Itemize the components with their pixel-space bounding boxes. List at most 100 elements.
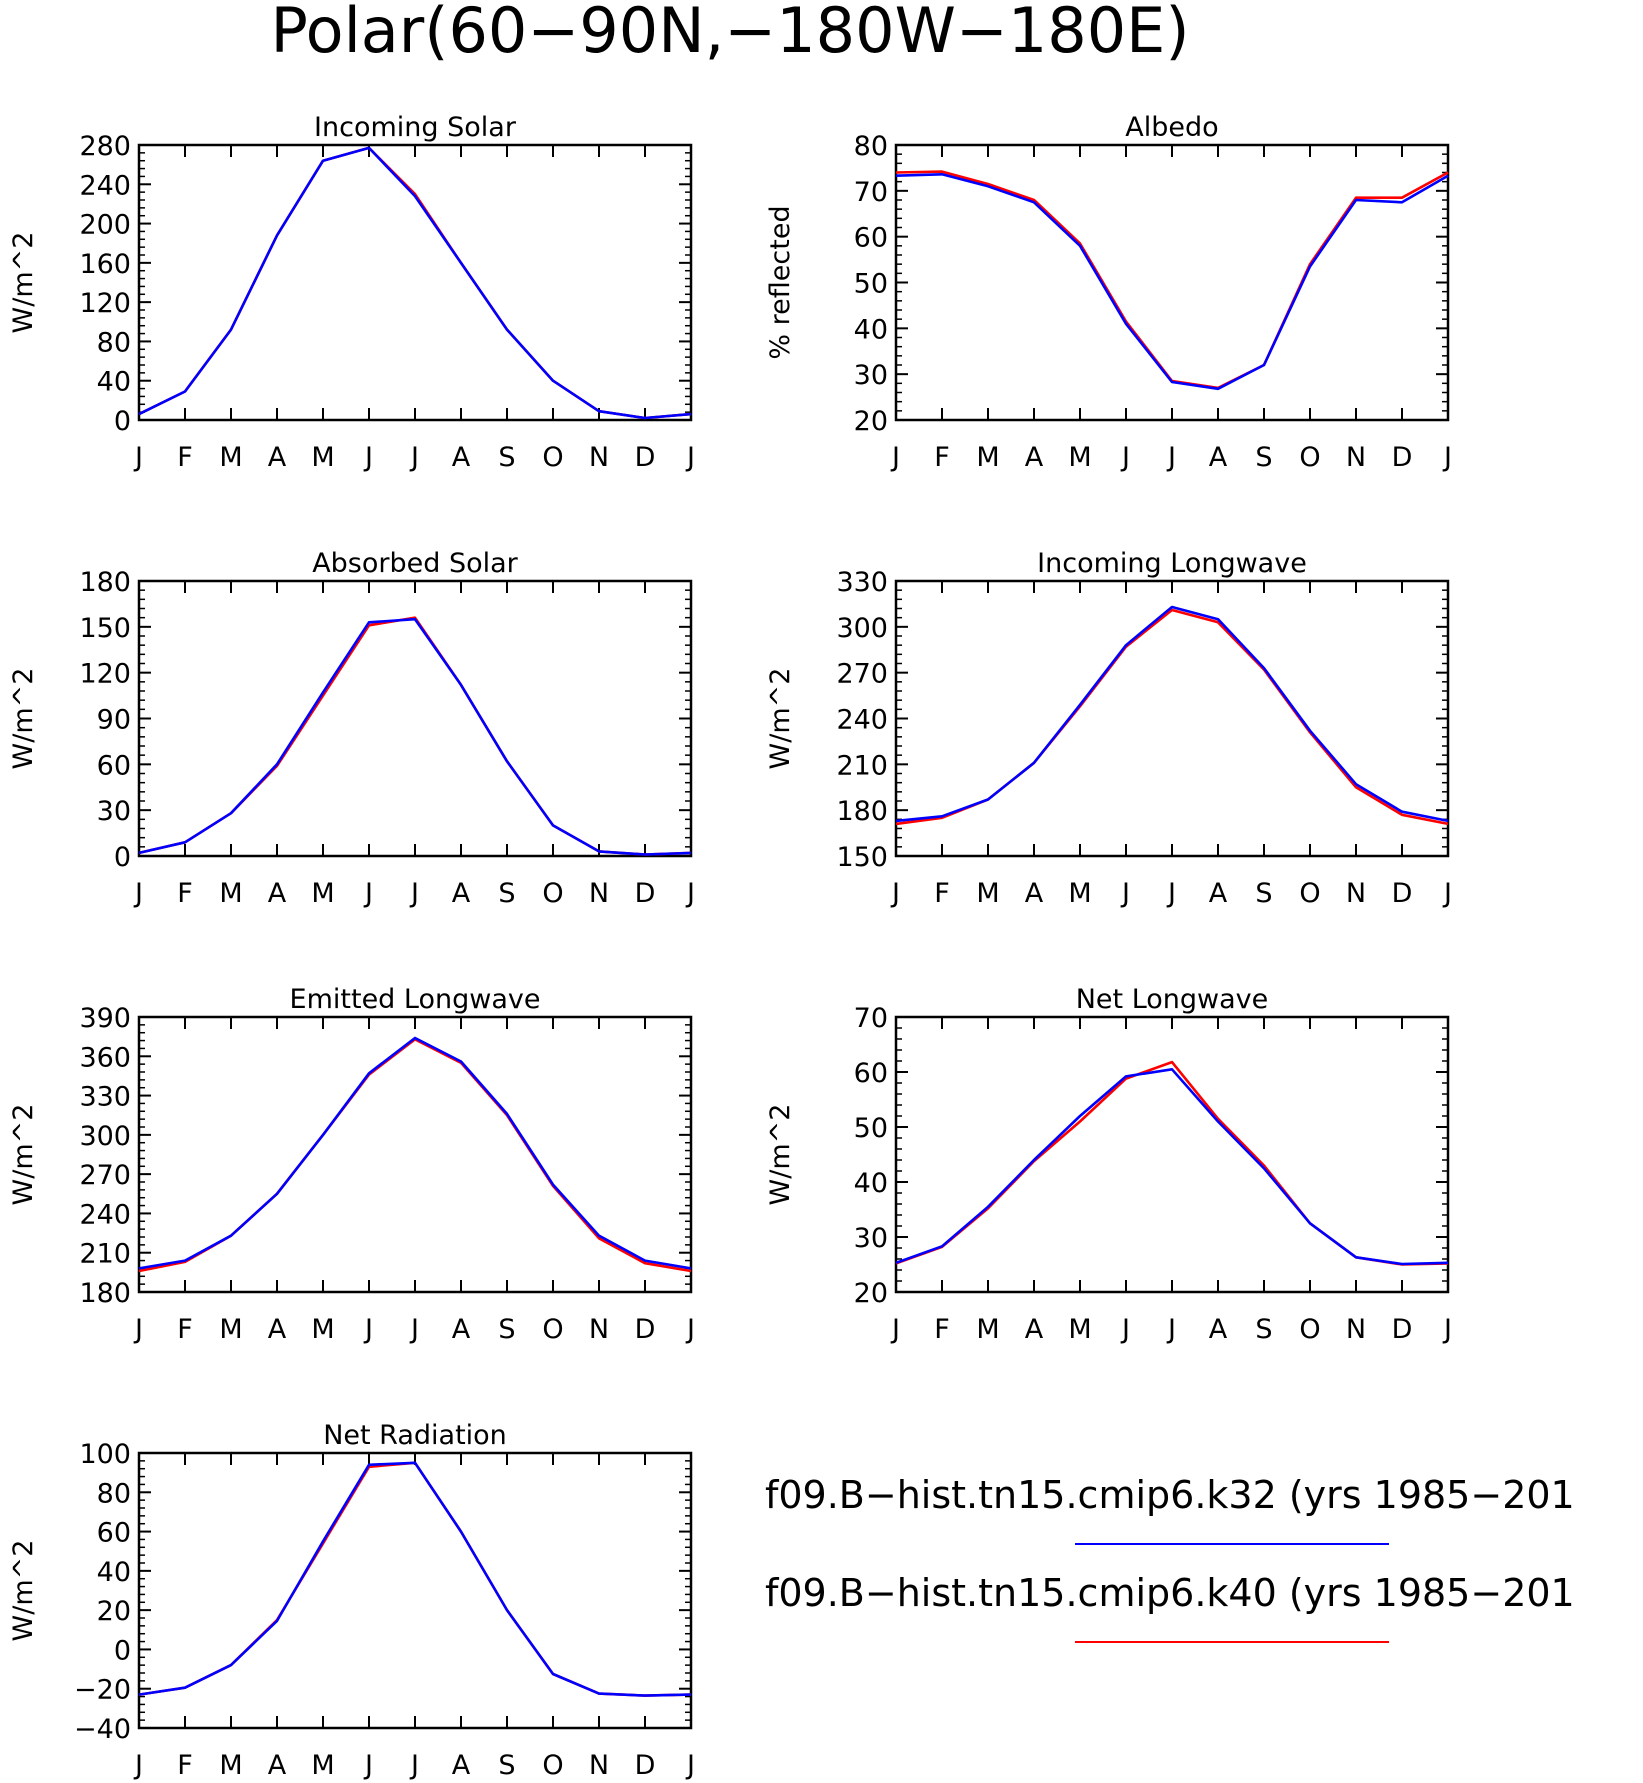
y-axis-label: W/m^2 — [8, 1540, 39, 1642]
x-tick-label: J — [890, 442, 900, 473]
plot-frame — [894, 579, 1450, 858]
y-tick-label: 20 — [97, 1596, 131, 1627]
x-tick-label: J — [409, 878, 419, 909]
plot-frame — [137, 1451, 693, 1730]
x-tick-label: J — [685, 878, 695, 909]
x-tick-label: M — [976, 442, 999, 473]
y-axis-label: % reflected — [765, 205, 796, 359]
y-tick-label: 100 — [79, 1439, 131, 1470]
x-tick-label: O — [542, 1314, 563, 1345]
x-tick-label: A — [1209, 1314, 1228, 1345]
x-tick-label: S — [498, 442, 515, 473]
y-tick-label: 210 — [836, 750, 888, 781]
x-tick-label: O — [542, 442, 563, 473]
y-tick-label: 50 — [854, 269, 888, 300]
y-tick-label: 20 — [854, 406, 888, 437]
y-tick-label: 30 — [854, 1223, 888, 1254]
x-tick-label: A — [452, 878, 471, 909]
chart-title: Net Longwave — [1076, 984, 1269, 1015]
x-tick-label: A — [452, 1750, 471, 1781]
y-tick-label: 0 — [114, 406, 131, 437]
series-line-k40 — [138, 146, 692, 420]
x-tick-label: F — [934, 878, 950, 909]
x-tick-label: M — [219, 442, 242, 473]
x-tick-label: O — [1299, 442, 1320, 473]
y-tick-label: 0 — [114, 842, 131, 873]
x-tick-label: A — [1025, 878, 1044, 909]
y-tick-label: 240 — [79, 170, 131, 201]
y-tick-label: 30 — [854, 360, 888, 391]
x-tick-label: M — [976, 878, 999, 909]
y-tick-label: 40 — [97, 1557, 131, 1588]
x-tick-label: A — [268, 1750, 287, 1781]
y-tick-label: 280 — [79, 131, 131, 162]
x-tick-label: M — [311, 442, 334, 473]
y-tick-label: −20 — [74, 1675, 131, 1706]
y-tick-label: 0 — [114, 1635, 131, 1666]
y-tick-label: 60 — [854, 223, 888, 254]
y-tick-label: 300 — [79, 1121, 131, 1152]
chart-title: Net Radiation — [323, 1420, 507, 1451]
page-title: Polar(60−90N,−180W−180E) — [270, 0, 1189, 67]
y-axis-label: W/m^2 — [8, 668, 39, 770]
x-tick-label: N — [1346, 878, 1366, 909]
x-tick-label: M — [311, 878, 334, 909]
series-line-k32 — [138, 617, 692, 856]
y-tick-label: −40 — [74, 1714, 131, 1745]
x-tick-label: N — [1346, 442, 1366, 473]
x-tick-label: M — [1068, 442, 1091, 473]
x-tick-label: J — [409, 1314, 419, 1345]
x-tick-label: N — [589, 1314, 609, 1345]
x-tick-label: S — [1255, 442, 1272, 473]
y-tick-label: 50 — [854, 1113, 888, 1144]
x-tick-label: J — [1442, 442, 1452, 473]
y-axis-label: W/m^2 — [8, 1104, 39, 1206]
x-tick-label: J — [685, 1314, 695, 1345]
y-tick-label: 30 — [97, 796, 131, 827]
chart-title: Incoming Solar — [314, 112, 517, 143]
x-tick-label: A — [452, 442, 471, 473]
x-tick-label: O — [1299, 1314, 1320, 1345]
y-axis-label: W/m^2 — [8, 232, 39, 334]
x-tick-label: S — [498, 878, 515, 909]
y-tick-label: 240 — [79, 1199, 131, 1230]
legend-label-k32: f09.B−hist.tn15.cmip6.k32 (yrs 1985−201 — [765, 1473, 1575, 1517]
series-line-k32 — [138, 1461, 692, 1697]
plot-frame — [137, 143, 693, 422]
x-tick-label: J — [1120, 442, 1130, 473]
plot-frame — [894, 1015, 1450, 1294]
x-tick-label: A — [1209, 442, 1228, 473]
y-tick-label: 40 — [854, 314, 888, 345]
y-tick-label: 40 — [854, 1168, 888, 1199]
plot-frame — [894, 143, 1450, 422]
x-tick-label: S — [1255, 1314, 1272, 1345]
legend-label-k40: f09.B−hist.tn15.cmip6.k40 (yrs 1985−201 — [765, 1571, 1575, 1615]
series-line-k32 — [895, 605, 1449, 823]
y-tick-label: 120 — [79, 659, 131, 690]
y-tick-label: 40 — [97, 367, 131, 398]
x-tick-label: J — [1120, 878, 1130, 909]
y-tick-label: 360 — [79, 1042, 131, 1073]
x-tick-label: A — [268, 1314, 287, 1345]
y-tick-label: 20 — [854, 1278, 888, 1309]
x-tick-label: M — [1068, 1314, 1091, 1345]
x-tick-label: F — [934, 1314, 950, 1345]
chart-title: Emitted Longwave — [290, 984, 541, 1015]
x-tick-label: S — [1255, 878, 1272, 909]
x-tick-label: D — [1392, 878, 1413, 909]
y-tick-label: 70 — [854, 177, 888, 208]
x-tick-label: F — [177, 442, 193, 473]
series-line-k40 — [895, 1060, 1449, 1266]
x-tick-label: M — [219, 878, 242, 909]
x-tick-label: S — [498, 1314, 515, 1345]
x-tick-label: J — [133, 1750, 143, 1781]
x-tick-label: D — [635, 1750, 656, 1781]
x-tick-label: J — [1166, 442, 1176, 473]
x-tick-label: D — [635, 878, 656, 909]
series-line-k40 — [138, 1038, 692, 1273]
y-tick-label: 150 — [79, 613, 131, 644]
x-tick-label: J — [1442, 878, 1452, 909]
y-tick-label: 300 — [836, 613, 888, 644]
